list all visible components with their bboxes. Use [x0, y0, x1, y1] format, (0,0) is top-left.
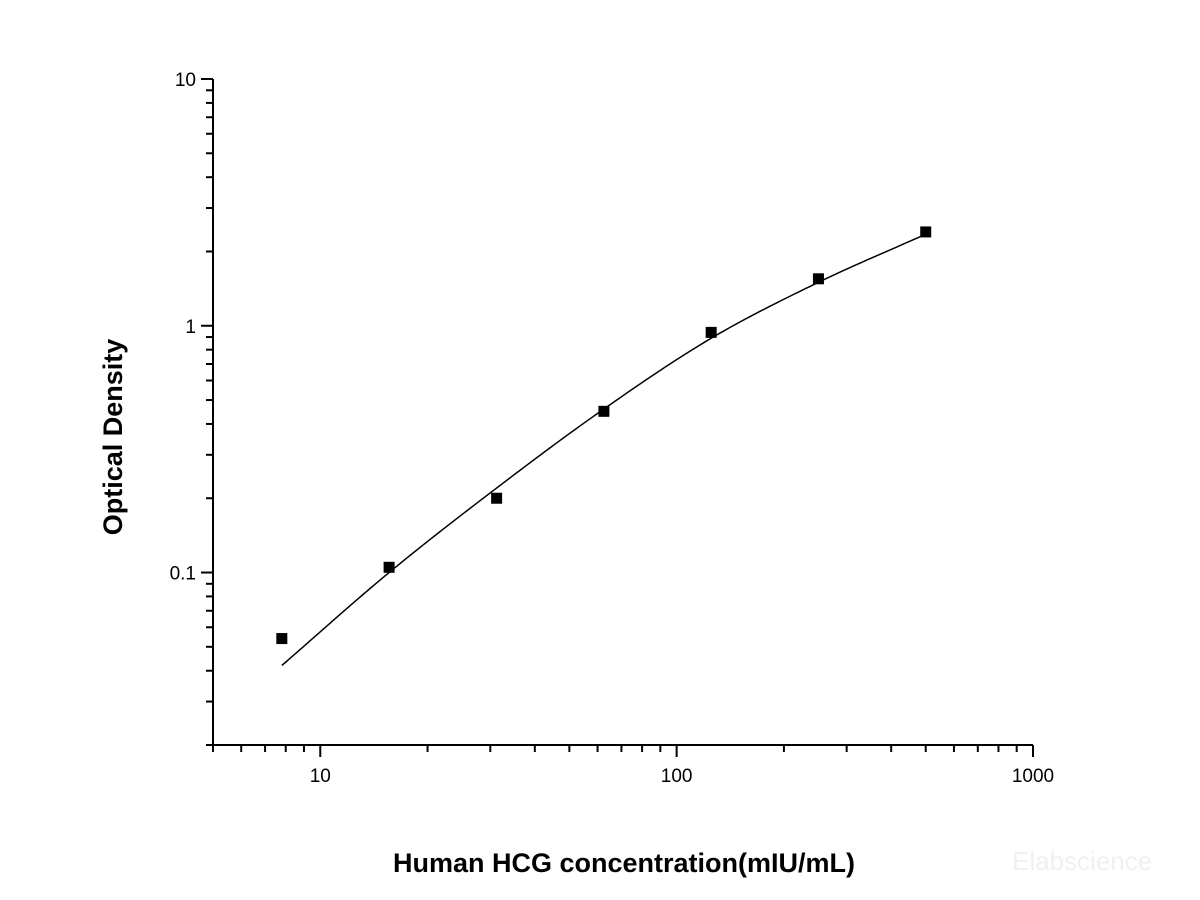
- tick-labels: 10 100 1000 0.1 1 10: [170, 70, 1055, 787]
- data-point-square: [598, 405, 610, 417]
- fit-curve: [281, 233, 927, 667]
- watermark-logo: Elabscience: [1012, 846, 1152, 876]
- x-tick-label: 100: [661, 766, 693, 787]
- y-tick-label: 10: [175, 70, 196, 91]
- axes: [212, 79, 1033, 746]
- x-tick-label: 1000: [1012, 766, 1054, 787]
- x-axis-title: Human HCG concentration(mIU/mL): [393, 848, 855, 878]
- tick-marks: [201, 78, 1034, 757]
- data-point-square: [491, 492, 503, 504]
- data-points: [276, 226, 932, 645]
- y-tick-label: 1: [185, 317, 196, 338]
- data-point-square: [705, 326, 717, 338]
- y-tick-label: 0.1: [170, 564, 196, 585]
- data-point-square: [812, 273, 824, 285]
- data-point-square: [276, 633, 288, 645]
- data-point-square: [383, 561, 395, 573]
- fit-curve-line: [281, 233, 927, 667]
- y-axis-title: Optical Density: [98, 339, 128, 536]
- x-tick-label: 10: [310, 766, 331, 787]
- data-point-square: [920, 226, 932, 238]
